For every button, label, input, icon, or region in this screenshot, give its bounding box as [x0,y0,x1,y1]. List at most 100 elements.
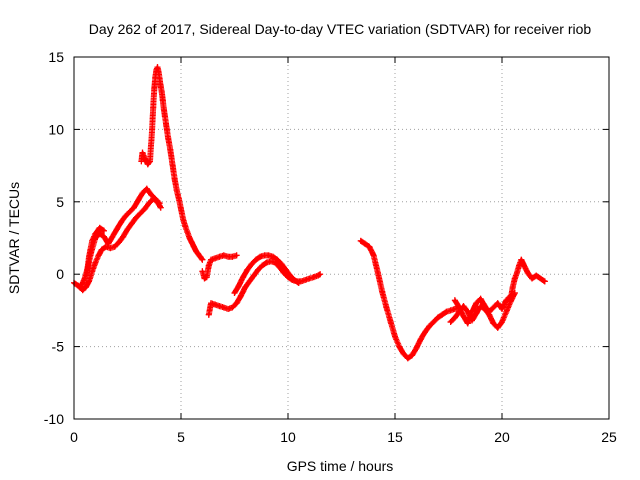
data-point [135,197,142,204]
y-tick-label: 5 [56,194,64,210]
data-point [302,277,309,283]
data-point [507,297,514,304]
data-point [237,292,244,299]
data-point [165,135,172,142]
data-point [133,214,140,221]
data-point [216,253,223,260]
data-point [486,308,493,315]
data-point [167,146,174,153]
data-point [184,229,191,236]
data-point [379,288,386,295]
data-point [115,239,122,246]
data-point [208,300,214,307]
data-point [490,320,497,327]
data-point [147,158,153,165]
data-point [139,149,146,156]
data-point [199,268,206,275]
data-point [92,259,99,266]
data-point [173,187,180,194]
data-point [229,253,236,260]
data-point [460,313,467,320]
data-point [430,319,437,325]
data-point [265,252,272,259]
data-point [86,278,92,285]
y-tick-label: -10 [44,411,64,427]
data-point [190,243,197,250]
data-point [113,226,120,233]
data-point [160,106,167,113]
data-point [481,303,488,310]
data-point [520,261,527,268]
data-point [533,272,540,279]
data-point [156,200,163,207]
data-point [514,269,520,276]
data-point [151,85,158,92]
data-point [524,269,531,276]
data-point [317,271,324,278]
data-point [130,204,137,211]
data-point [509,284,516,291]
data-point [417,336,424,343]
data-point [98,246,105,253]
data-point [148,191,154,198]
data-point [248,261,255,268]
data-point [374,269,381,276]
data-point [107,245,114,252]
data-point [396,343,403,350]
data-point [154,64,161,71]
data-point [252,256,259,263]
data-point [208,256,214,263]
data-point [477,295,484,302]
data-point [447,319,454,325]
data-point [443,308,450,315]
data-point [143,185,150,192]
data-point [541,278,548,285]
data-point [157,204,164,211]
data-point [122,213,129,220]
data-point [291,277,298,283]
data-point [86,253,92,260]
data-point [199,256,206,263]
data-point [89,237,96,244]
data-point [120,233,127,240]
data-point [499,306,505,312]
x-tick-labels: 0 5 10 15 20 25 [70,429,617,445]
data-point [203,274,210,281]
data-point [240,274,247,281]
data-point [212,301,219,308]
data-point [422,329,428,336]
data-point [148,142,154,149]
data-point [138,158,145,165]
data-point [118,219,125,226]
data-point [83,271,90,278]
data-point [216,303,223,310]
data-point [469,308,475,315]
tick-marks [73,56,610,420]
data-point [233,300,240,307]
data-point [159,97,166,104]
data-point [370,252,377,259]
data-point [511,275,518,282]
data-point [451,314,458,321]
data-point [225,306,232,312]
data-point [156,75,163,82]
data-point [171,175,178,182]
y-tick-label: 15 [48,49,64,65]
x-tick-label: 15 [387,429,403,445]
data-point [235,282,242,289]
data-point [182,223,189,230]
data-point [126,208,133,215]
y-tick-labels: -10 -5 0 5 10 15 [44,49,64,427]
data-point [149,126,156,133]
data-point [387,319,394,325]
data-point [267,258,274,265]
data-point [426,323,433,330]
data-point [503,308,510,315]
data-point [490,304,497,311]
data-point [366,243,373,250]
grid [74,57,609,419]
data-point [464,320,471,327]
data-point [499,319,505,325]
x-tick-label: 25 [601,429,617,445]
